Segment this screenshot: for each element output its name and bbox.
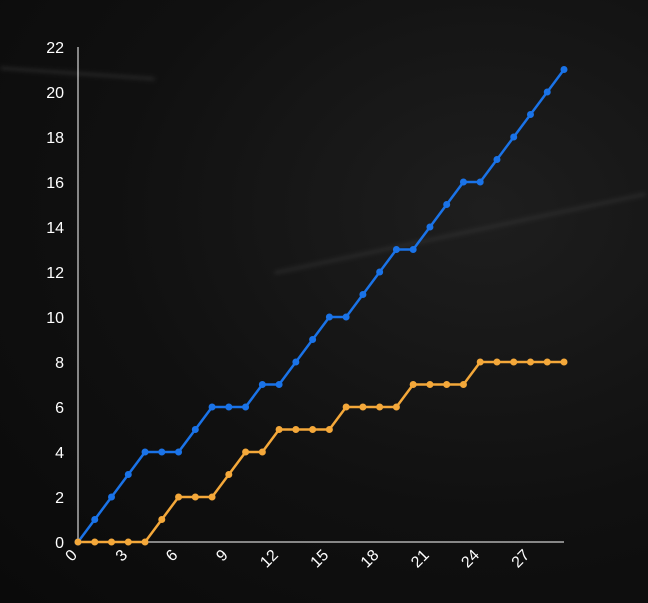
data-point	[543, 88, 551, 96]
data-point	[275, 426, 283, 433]
data-point	[191, 493, 199, 501]
data-point	[493, 156, 501, 163]
data-point	[359, 291, 367, 298]
data-point	[158, 448, 166, 456]
data-point	[124, 538, 132, 546]
data-point	[208, 403, 216, 411]
y-tick-label: 16	[46, 175, 64, 192]
data-point	[476, 358, 484, 366]
data-point	[376, 403, 384, 411]
data-point	[493, 358, 501, 366]
data-point	[91, 516, 99, 523]
y-tick-label: 2	[55, 490, 64, 507]
x-tick-label: 12	[257, 547, 282, 572]
data-point	[510, 358, 518, 366]
data-point	[124, 471, 132, 478]
data-point	[158, 516, 166, 523]
y-tick-label: 12	[46, 265, 64, 282]
data-point	[476, 178, 484, 186]
data-point	[426, 381, 434, 388]
x-tick-label: 3	[113, 547, 131, 565]
y-tick-label: 10	[46, 310, 64, 327]
x-tick-label: 9	[213, 547, 231, 565]
axes	[77, 47, 564, 543]
data-point	[325, 426, 333, 433]
data-point	[258, 448, 266, 456]
data-point	[560, 358, 568, 366]
data-point	[91, 538, 99, 546]
y-tick-labels: 0 2 4 6 8 10 12 14 16 18 20 22	[46, 40, 64, 552]
data-point	[108, 538, 116, 546]
data-point	[141, 448, 149, 456]
data-point	[275, 381, 283, 388]
x-tick-label: 6	[163, 547, 181, 565]
data-point	[560, 66, 568, 73]
data-point	[526, 358, 534, 366]
data-point	[543, 358, 551, 366]
data-point	[242, 448, 250, 456]
y-tick-label: 14	[46, 220, 64, 237]
data-point	[409, 381, 417, 388]
series-lines	[76, 68, 566, 544]
data-point	[292, 358, 300, 366]
data-point	[443, 201, 451, 208]
data-point	[292, 426, 300, 433]
data-point	[376, 268, 384, 276]
x-tick-label: 18	[358, 547, 383, 572]
data-point	[225, 471, 233, 478]
data-point	[309, 336, 317, 343]
x-tick-label: 27	[509, 547, 534, 572]
data-point	[258, 381, 266, 388]
data-point	[141, 538, 149, 546]
x-tick-label: 0	[63, 547, 81, 565]
data-point	[426, 223, 434, 231]
data-point	[208, 493, 216, 501]
data-point	[359, 403, 367, 411]
data-point	[108, 493, 116, 501]
y-tick-label: 20	[46, 85, 64, 102]
data-point	[342, 403, 350, 411]
x-tick-label: 24	[458, 547, 483, 572]
data-point	[459, 178, 467, 186]
data-point	[74, 538, 82, 546]
data-point	[392, 246, 400, 253]
data-point	[309, 426, 317, 433]
data-point	[191, 426, 199, 433]
series-points	[74, 66, 568, 546]
data-point	[392, 403, 400, 411]
data-point	[409, 246, 417, 253]
data-point	[510, 133, 518, 141]
data-point	[325, 313, 333, 321]
data-point	[459, 381, 467, 388]
data-point	[526, 111, 534, 118]
y-tick-label: 22	[46, 40, 64, 57]
y-tick-label: 0	[55, 535, 64, 552]
y-tick-label: 6	[55, 400, 64, 417]
data-point	[175, 448, 183, 456]
y-tick-label: 18	[46, 130, 64, 147]
x-tick-labels: 0 3 6 9 12 15 18 21 24 27	[63, 547, 534, 572]
data-point	[443, 381, 451, 388]
x-tick-label: 21	[408, 547, 433, 572]
data-point	[342, 313, 350, 321]
series-line-1	[76, 68, 566, 543]
data-point	[175, 493, 183, 501]
y-tick-label: 4	[55, 445, 64, 462]
x-tick-label: 15	[308, 547, 333, 572]
data-point	[225, 403, 233, 411]
y-tick-label: 8	[55, 355, 64, 372]
data-point	[242, 403, 250, 411]
